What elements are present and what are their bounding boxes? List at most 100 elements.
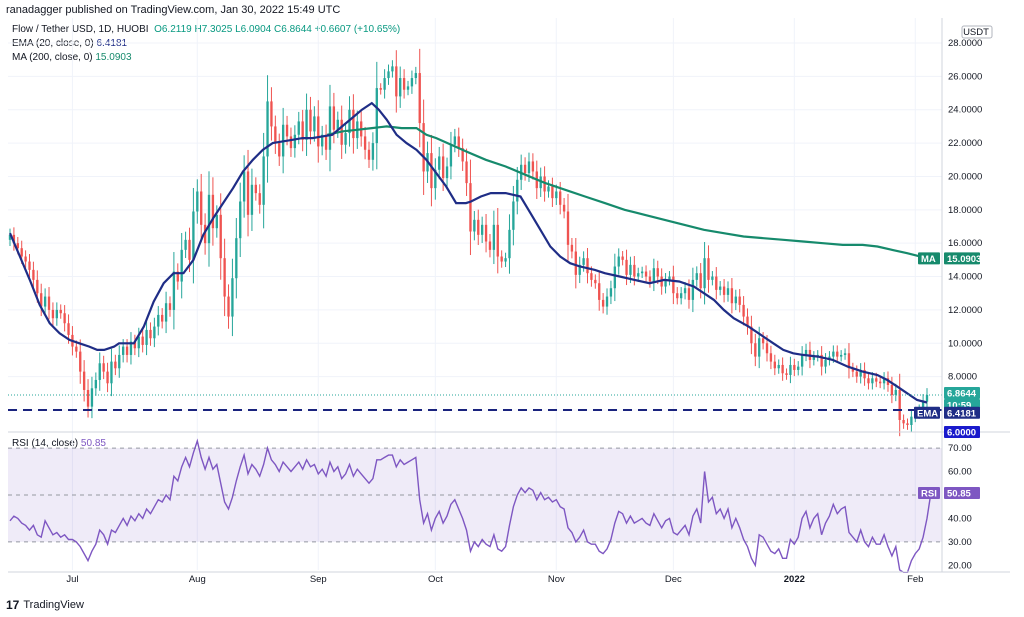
- tradingview-logo[interactable]: 17 TradingView: [6, 598, 84, 612]
- candle-body: [445, 166, 449, 179]
- candle-body: [516, 179, 519, 202]
- candle-body: [691, 279, 695, 300]
- candle-body: [785, 373, 788, 375]
- candle-body: [851, 368, 855, 372]
- candle-body: [422, 123, 425, 172]
- candle-body: [328, 106, 332, 150]
- grid-lines: [8, 18, 942, 570]
- price-tick-label: 28.0000: [948, 38, 982, 49]
- candle-body: [293, 134, 297, 149]
- price-tick-label: 26.0000: [948, 71, 982, 82]
- candle-body: [59, 309, 62, 314]
- rsi-value-tag-text: 50.85: [947, 488, 971, 499]
- candle-body: [765, 343, 769, 354]
- candle-body: [246, 171, 250, 215]
- candle-body: [203, 224, 207, 244]
- candle-body: [262, 156, 265, 205]
- candle-body: [98, 363, 101, 380]
- candle-body: [278, 143, 281, 157]
- candle-body: [722, 286, 726, 295]
- ma-legend-label: MA (200, close, 0): [12, 52, 93, 63]
- candle-body: [399, 78, 402, 97]
- candle-body: [79, 351, 82, 372]
- rsi-tag-label-text: RSI: [921, 488, 937, 499]
- candle-body: [200, 191, 203, 225]
- candle-body: [102, 363, 105, 372]
- candle-body: [28, 261, 31, 270]
- candle-body: [789, 364, 792, 375]
- candle-body: [676, 293, 679, 299]
- candle-body: [477, 219, 480, 235]
- candle-body: [652, 268, 656, 282]
- candle-body: [227, 296, 230, 317]
- price-tick-label: 24.0000: [948, 105, 982, 116]
- ma-tag-label: MA: [918, 252, 940, 265]
- candle-body: [43, 296, 47, 307]
- candle-body: [430, 153, 433, 189]
- candle-body: [207, 194, 211, 244]
- candle-body: [648, 276, 652, 282]
- candle-body: [106, 371, 109, 384]
- candle-body: [761, 338, 765, 344]
- symbol-title: Flow / Tether USD, 1D, HUOBI: [12, 24, 149, 35]
- candle-body: [161, 314, 164, 322]
- candle-body: [465, 161, 468, 184]
- candle-body: [324, 134, 328, 150]
- candle-body: [695, 273, 698, 280]
- candle-body: [457, 136, 460, 149]
- ma-legend: MA (200, close, 0) 15.0903: [12, 52, 132, 63]
- candle-body: [297, 121, 300, 135]
- rsi-tick-label: 40.00: [948, 513, 972, 524]
- candle-body: [289, 136, 293, 149]
- candle-body: [336, 119, 339, 130]
- candle-body: [114, 361, 117, 369]
- candle-body: [418, 73, 421, 124]
- time-axis-ticks: Jul Aug Sep Oct Nov Dec 2022 Feb: [66, 574, 923, 585]
- candle-body: [531, 161, 535, 172]
- candle-body: [601, 299, 605, 307]
- candle-body: [75, 346, 78, 352]
- candle-body: [559, 191, 562, 205]
- candle-body: [769, 353, 773, 362]
- axes: [8, 18, 1010, 573]
- candle-body: [235, 238, 238, 279]
- candle-body: [672, 276, 675, 294]
- candle-body: [270, 101, 273, 127]
- candle-body: [820, 354, 823, 367]
- candle-body: [800, 354, 804, 367]
- candle-body: [633, 264, 636, 277]
- candle-body: [32, 269, 35, 280]
- time-tick-label: Feb: [907, 574, 923, 585]
- ema-value-tag-text: 6.4181: [947, 408, 977, 419]
- candle-body: [168, 303, 172, 310]
- candle-body: [133, 341, 137, 349]
- candle-body: [180, 249, 183, 282]
- price-tick-label: 18.0000: [948, 205, 982, 216]
- candle-body: [855, 371, 858, 377]
- candle-body: [24, 256, 27, 262]
- candle-body: [410, 78, 414, 87]
- candle-body: [746, 316, 749, 327]
- candle-body: [434, 169, 437, 189]
- candle-body: [16, 243, 19, 249]
- candle-body: [90, 388, 94, 407]
- candle-body: [859, 369, 862, 377]
- candle-body: [668, 276, 671, 280]
- candle-body: [55, 309, 58, 319]
- candle-body: [773, 361, 776, 369]
- candle-body: [137, 336, 140, 349]
- candle-body: [86, 389, 90, 407]
- candle-body: [566, 211, 570, 245]
- candle-body: [305, 109, 308, 140]
- candle-body: [188, 239, 191, 260]
- rsi-legend: RSI (14, close) 50.85: [12, 438, 106, 449]
- candle-body: [20, 248, 23, 257]
- candle-body: [894, 389, 897, 395]
- candle-body: [777, 364, 780, 369]
- candle-body: [843, 353, 847, 355]
- candle-body: [812, 356, 816, 360]
- candle-body: [285, 124, 289, 137]
- candle-body: [781, 364, 784, 374]
